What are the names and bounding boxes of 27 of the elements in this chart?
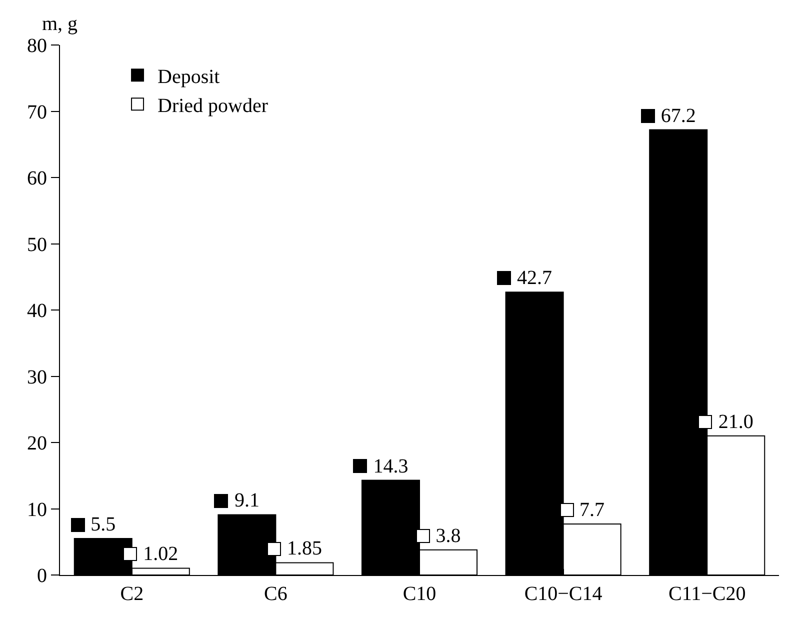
x-tick-label: C6 (264, 583, 288, 605)
y-tick-label: 30 (27, 366, 47, 388)
y-tick-label: 10 (27, 498, 47, 521)
x-tick-label: C10−C14 (524, 583, 602, 605)
data-label: 1.02 (143, 543, 178, 566)
x-tick-label: C11−C20 (668, 583, 746, 605)
data-label: 67.2 (660, 104, 696, 127)
data-label: 7.7 (580, 498, 605, 521)
data-label: 9.1 (234, 490, 260, 512)
y-tick-label: 0 (37, 565, 47, 587)
data-label: 3.8 (436, 524, 461, 547)
x-tick-label: C2 (120, 583, 144, 605)
y-tick-label: 80 (27, 35, 47, 57)
y-tick-label: 60 (27, 168, 47, 190)
data-label: 1.85 (286, 538, 322, 560)
data-label: 42.7 (517, 267, 552, 290)
y-tick-label: 20 (27, 432, 47, 454)
legend-label: Dried powder (158, 94, 268, 117)
y-tick-label: 70 (27, 101, 47, 124)
data-label: 5.5 (90, 514, 116, 536)
x-tick-label: C10 (402, 583, 436, 605)
y-tick-label: 50 (27, 234, 47, 256)
y-tick-label: 40 (27, 300, 47, 322)
legend-label: Deposit (158, 66, 220, 88)
data-label: 21.0 (718, 410, 754, 433)
y-axis-title: m, g (42, 13, 78, 35)
data-label: 14.3 (373, 455, 408, 478)
